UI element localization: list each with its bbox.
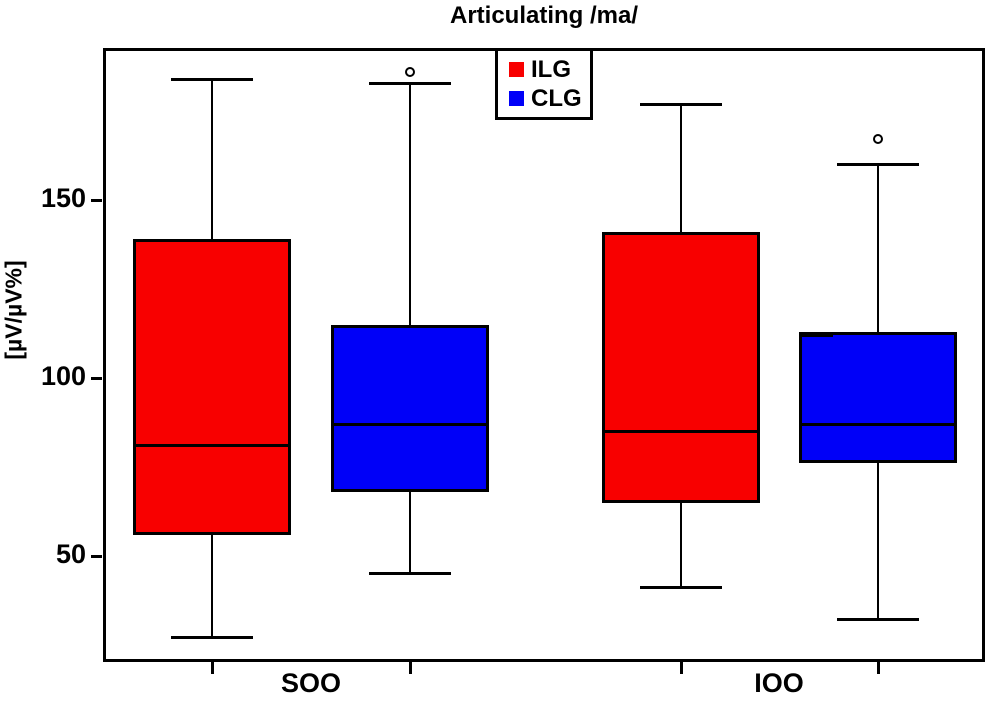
legend-item-clg: CLG [509, 84, 590, 112]
y-tick-label: 100 [40, 361, 86, 391]
whisker-cap-low-ILG-IOO [640, 586, 722, 590]
whisker-lower-CLG-IOO [877, 463, 879, 621]
x-group-label-SOO: SOO [280, 668, 341, 698]
y-tick [91, 198, 102, 202]
inner-mark-CLG-IOO [802, 334, 833, 338]
whisker-cap-low-ILG-SOO [171, 635, 253, 639]
whisker-cap-high-CLG-SOO [369, 81, 451, 85]
x-group-label-IOO: IOO [754, 668, 804, 698]
whisker-cap-high-CLG-IOO [837, 163, 919, 167]
whisker-upper-ILG-SOO [211, 78, 213, 240]
x-tick-SOO [408, 662, 412, 674]
x-tick-IOO [876, 662, 880, 674]
median-ILG-SOO [133, 444, 291, 448]
outlier-CLG-SOO [405, 66, 415, 77]
y-tick [91, 376, 102, 380]
whisker-cap-high-ILG-IOO [640, 102, 722, 106]
outlier-CLG-IOO [873, 134, 883, 145]
median-ILG-IOO [602, 429, 760, 433]
median-CLG-SOO [331, 422, 489, 426]
legend-label-ilg: ILG [531, 55, 571, 83]
legend-swatch-ilg-icon [509, 62, 524, 77]
box-CLG-IOO [799, 331, 957, 464]
legend-swatch-clg-icon [509, 91, 524, 106]
box-ILG-SOO [133, 239, 291, 535]
y-tick-label: 50 [55, 539, 86, 569]
y-tick-label: 150 [40, 183, 86, 213]
chart-title: Articulating /ma/ [449, 2, 639, 29]
whisker-lower-ILG-IOO [680, 502, 682, 589]
whisker-upper-CLG-IOO [877, 164, 879, 332]
x-tick-SOO [210, 662, 214, 674]
y-tick [91, 554, 102, 558]
box-ILG-IOO [602, 232, 760, 503]
whisker-upper-CLG-SOO [409, 82, 411, 325]
legend-label-clg: CLG [531, 84, 582, 112]
median-CLG-IOO [799, 422, 957, 426]
whisker-cap-low-CLG-SOO [369, 571, 451, 575]
x-tick-IOO [679, 662, 683, 674]
legend-item-ilg: ILG [509, 55, 590, 83]
whisker-cap-high-ILG-SOO [171, 77, 253, 81]
box-CLG-SOO [331, 324, 489, 492]
whisker-upper-ILG-IOO [680, 103, 682, 233]
legend: ILG CLG [495, 48, 593, 120]
whisker-lower-ILG-SOO [211, 534, 213, 638]
whisker-lower-CLG-SOO [409, 491, 411, 574]
whisker-cap-low-CLG-IOO [837, 618, 919, 622]
